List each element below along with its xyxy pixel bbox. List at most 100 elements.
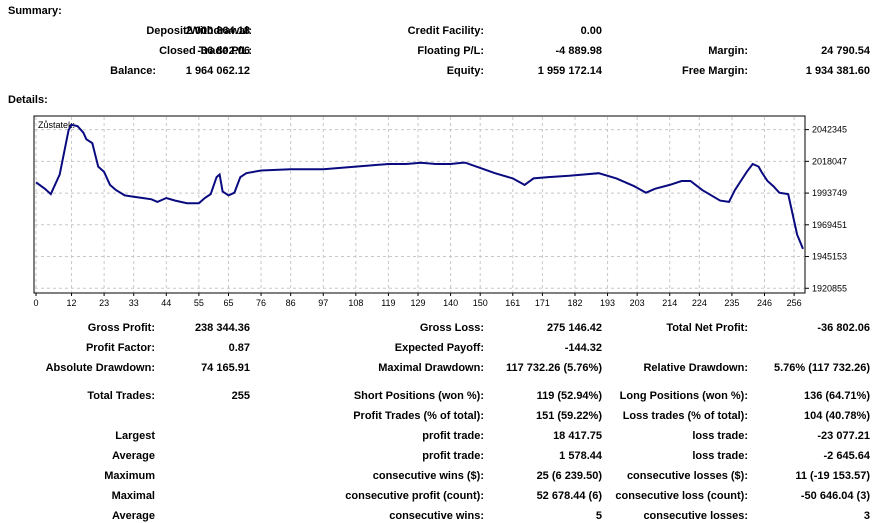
equity-label: Equity: <box>446 65 484 77</box>
x-tick-label: 108 <box>348 298 363 308</box>
floating-pl-label: Floating P/L: <box>417 45 484 57</box>
x-tick-label: 65 <box>223 298 233 308</box>
average-loss-label: loss trade: <box>692 450 748 462</box>
profit-trades-label: Profit Trades (% of total): <box>353 410 484 422</box>
profit-trades-value: 151 (59.22%) <box>535 410 602 422</box>
margin-label: Margin: <box>708 45 748 57</box>
average-profit-label: profit trade: <box>422 450 484 462</box>
avg-consecutive-losses-value: 3 <box>863 510 870 522</box>
max-consecutive-wins-label: consecutive wins ($): <box>372 470 484 482</box>
x-tick-label: 256 <box>787 298 802 308</box>
largest-label: Largest <box>115 430 155 442</box>
y-tick-label: 2042345 <box>812 125 847 135</box>
x-tick-label: 119 <box>381 298 395 308</box>
largest-loss-label: loss trade: <box>692 430 748 442</box>
chart-title: Zůstatek: <box>38 120 75 130</box>
details-heading: Details: <box>8 94 48 106</box>
x-tick-label: 12 <box>67 298 77 308</box>
balance-label: Balance: <box>110 65 156 77</box>
y-tick-label: 1969451 <box>812 220 847 230</box>
credit-value: 0.00 <box>580 25 602 37</box>
x-tick-label: 150 <box>473 298 488 308</box>
x-tick-label: 182 <box>567 298 582 308</box>
x-tick-label: 86 <box>286 298 296 308</box>
short-positions-label: Short Positions (won %): <box>353 390 484 402</box>
avg-consecutive-wins-label: consecutive wins: <box>389 510 484 522</box>
loss-trades-label: Loss trades (% of total): <box>622 410 748 422</box>
x-tick-label: 214 <box>662 298 677 308</box>
largest-loss-value: -23 077.21 <box>817 430 870 442</box>
average-loss-value: -2 645.64 <box>823 450 870 462</box>
summary-heading: Summary: <box>8 5 62 17</box>
abs-drawdown-value: 74 165.91 <box>201 362 250 374</box>
free-margin-label: Free Margin: <box>681 65 748 77</box>
x-tick-label: 55 <box>194 298 204 308</box>
x-tick-label: 235 <box>724 298 739 308</box>
largest-profit-label: profit trade: <box>422 430 484 442</box>
max-consecutive-losses-value: 11 (-19 153.57) <box>795 470 870 482</box>
chart-plot-area <box>33 115 806 294</box>
free-margin-value: 1 934 381.60 <box>805 65 870 77</box>
chart-grid <box>35 117 804 292</box>
closed-pl-value: -36 802.06 <box>197 45 250 57</box>
gross-profit-label: Gross Profit: <box>87 322 155 334</box>
x-tick-label: 224 <box>692 298 707 308</box>
x-tick-label: 171 <box>535 298 550 308</box>
chart-x-axis: 0 12 23 33 44 55 65 76 86 97 108 119 129 140 150 161 171… <box>33 293 802 308</box>
credit-label: Credit Facility: <box>407 25 484 37</box>
deposit-value: 2 000 864.18 <box>185 25 250 37</box>
long-positions-value: 136 (64.71%) <box>803 390 870 402</box>
profit-factor-value: 0.87 <box>228 342 250 354</box>
abs-drawdown-label: Absolute Drawdown: <box>45 362 155 374</box>
loss-trades-value: 104 (40.78%) <box>803 410 870 422</box>
max-drawdown-label: Maximal Drawdown: <box>378 362 484 374</box>
x-tick-label: 0 <box>33 298 38 308</box>
rel-drawdown-value: 5.76% (117 732.26) <box>773 362 870 374</box>
maximal-consecutive-profit-label: consecutive profit (count): <box>345 490 484 502</box>
maximal-consecutive-loss-label: consecutive loss (count): <box>615 490 748 502</box>
chart-y-axis: 2042345 2018047 1993749 1969451 1945153 19208… <box>805 125 847 293</box>
gross-loss-label: Gross Loss: <box>419 322 484 334</box>
equity-value: 1 959 172.14 <box>537 65 602 77</box>
gross-loss-value: 275 146.42 <box>546 322 602 334</box>
maximal-label: Maximal <box>111 490 155 502</box>
profit-factor-label: Profit Factor: <box>85 342 155 354</box>
short-positions-value: 119 (52.94%) <box>536 390 602 402</box>
expected-payoff-value: -144.32 <box>564 342 602 354</box>
floating-pl-value: -4 889.98 <box>555 45 602 57</box>
balance-value: 1 964 062.12 <box>185 65 250 77</box>
x-tick-label: 129 <box>411 298 426 308</box>
average-profit-value: 1 578.44 <box>559 450 602 462</box>
balance-series-line <box>35 123 804 250</box>
maximal-consecutive-loss-value: -50 646.04 (3) <box>800 490 870 502</box>
x-tick-label: 246 <box>757 298 772 308</box>
closed-pl-label: Closed Trade P/L: <box>159 45 252 57</box>
average-consecutive-label: Average <box>111 510 155 522</box>
total-trades-value: 255 <box>231 390 250 402</box>
x-tick-label: 203 <box>630 298 645 308</box>
net-profit-value: -36 802.06 <box>817 322 870 334</box>
max-consecutive-losses-label: consecutive losses ($): <box>626 470 748 482</box>
margin-value: 24 790.54 <box>821 45 870 57</box>
avg-consecutive-wins-value: 5 <box>595 510 602 522</box>
maximum-label: Maximum <box>104 470 155 482</box>
total-trades-label: Total Trades: <box>87 390 155 402</box>
maximal-consecutive-profit-value: 52 678.44 (6) <box>536 490 602 502</box>
average-label: Average <box>111 450 155 462</box>
largest-profit-value: 18 417.75 <box>553 430 602 442</box>
x-tick-label: 33 <box>129 298 139 308</box>
max-drawdown-value: 117 732.26 (5.76%) <box>505 362 602 374</box>
rel-drawdown-label: Relative Drawdown: <box>643 362 748 374</box>
x-tick-label: 193 <box>600 298 615 308</box>
x-tick-label: 44 <box>161 298 171 308</box>
x-tick-label: 76 <box>256 298 266 308</box>
y-tick-label: 1945153 <box>812 252 847 262</box>
x-tick-label: 23 <box>99 298 109 308</box>
deposit-label: Deposit/Withdrawal: <box>146 25 252 37</box>
y-tick-label: 2018047 <box>812 156 847 166</box>
x-tick-label: 97 <box>318 298 328 308</box>
long-positions-label: Long Positions (won %): <box>619 390 748 402</box>
max-consecutive-wins-value: 25 (6 239.50) <box>536 470 602 482</box>
y-tick-label: 1993749 <box>812 188 847 198</box>
